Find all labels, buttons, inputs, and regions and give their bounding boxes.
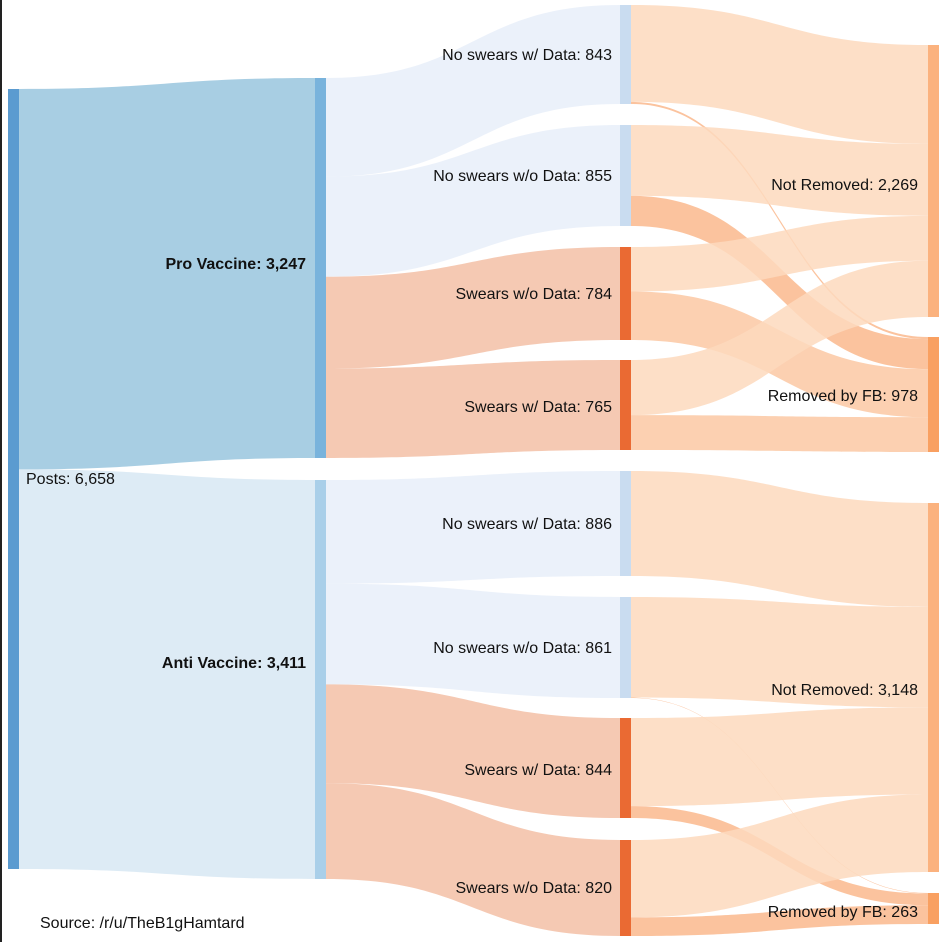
link-anti-to-anti_ns_wod[interactable] [326,583,620,698]
node-pro_s_wd[interactable] [620,360,631,450]
node-pro[interactable] [315,78,326,458]
node-anti_rm[interactable] [928,893,939,924]
node-label-pro_nr: Not Removed: 2,269 [771,177,918,194]
link-posts-to-anti[interactable] [19,469,315,879]
node-label-pro: Pro Vaccine: 3,247 [165,256,306,273]
node-anti_ns_wd[interactable] [620,471,631,576]
sankey-links [19,5,928,936]
link-pro-to-pro_s_wd[interactable] [326,360,620,458]
node-anti_s_wod[interactable] [620,840,631,936]
node-label-anti: Anti Vaccine: 3,411 [162,655,306,672]
link-pro_ns_wod-to-pro_nr[interactable] [631,125,928,216]
node-posts[interactable] [8,89,19,869]
link-pro_ns_wd-to-pro_rm[interactable] [631,101,928,340]
link-pro_s_wod-to-pro_nr[interactable] [631,215,928,292]
node-label-anti_ns_wd: No swears w/ Data: 886 [442,516,612,533]
node-label-pro_rm: Removed by FB: 978 [768,388,918,405]
node-pro_rm[interactable] [928,337,939,452]
link-anti-to-anti_s_wd[interactable] [326,684,620,818]
link-posts-to-pro[interactable] [19,78,315,470]
link-anti_s_wd-to-anti_nr[interactable] [631,707,928,807]
node-label-anti_rm: Removed by FB: 263 [768,904,918,921]
node-pro_ns_wod[interactable] [620,125,631,226]
node-label-pro_s_wod: Swears w/o Data: 784 [455,286,612,303]
node-pro_s_wod[interactable] [620,247,631,340]
node-anti_nr[interactable] [928,503,939,872]
node-anti[interactable] [315,480,326,879]
node-label-pro_ns_wod: No swears w/o Data: 855 [433,168,612,185]
node-pro_ns_wd[interactable] [620,5,631,104]
node-label-anti_s_wd: Swears w/ Data: 844 [464,762,612,779]
link-anti_ns_wod-to-anti_nr[interactable] [631,597,928,708]
sankey-nodes [8,5,939,936]
node-anti_ns_wod[interactable] [620,597,631,698]
node-label-anti_s_wod: Swears w/o Data: 820 [455,880,612,897]
link-anti-to-anti_ns_wd[interactable] [326,471,620,584]
source-credit: Source: /r/u/TheB1gHamtard [40,915,245,932]
link-anti_s_wod-to-anti_nr[interactable] [631,794,928,918]
link-pro_ns_wd-to-pro_nr[interactable] [631,5,928,144]
node-pro_nr[interactable] [928,45,939,317]
node-label-anti_nr: Not Removed: 3,148 [771,682,918,699]
link-pro-to-pro_s_wod[interactable] [326,247,620,369]
sankey-labels: Posts: 6,658 Pro Vaccine: 3,247 Anti Vacci… [26,47,918,921]
node-label-pro_ns_wd: No swears w/ Data: 843 [442,47,612,64]
link-anti_ns_wd-to-anti_nr[interactable] [631,471,928,607]
link-anti_s_wod-to-anti_rm[interactable] [631,905,928,936]
node-label-pro_s_wd: Swears w/ Data: 765 [464,399,612,416]
link-anti-to-anti_s_wod[interactable] [326,783,620,936]
node-anti_s_wd[interactable] [620,718,631,818]
link-pro-to-pro_ns_wod[interactable] [326,125,620,277]
node-label-posts: Posts: 6,658 [26,471,115,488]
link-pro_s_wd-to-pro_nr[interactable] [631,260,928,416]
link-pro-to-pro_ns_wd[interactable] [326,5,620,177]
node-label-anti_ns_wod: No swears w/o Data: 861 [433,640,612,657]
link-pro_s_wd-to-pro_rm[interactable] [631,415,928,452]
